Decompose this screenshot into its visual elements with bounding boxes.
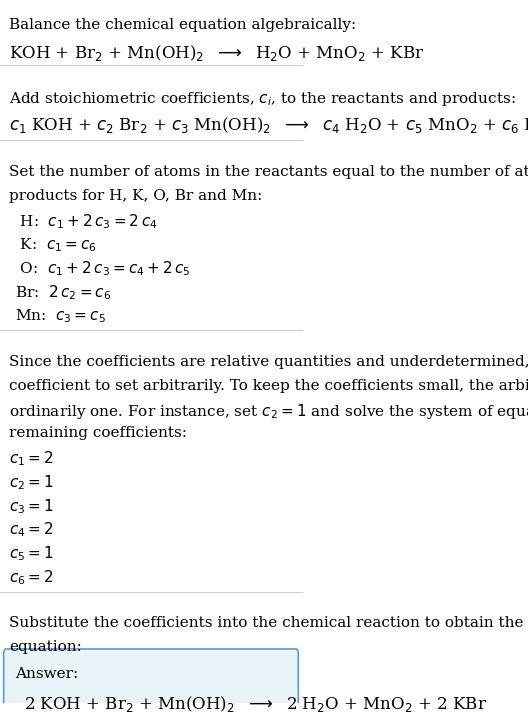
Text: O:  $c_1 + 2\,c_3 = c_4 + 2\,c_5$: O: $c_1 + 2\,c_3 = c_4 + 2\,c_5$ <box>15 260 191 279</box>
Text: Add stoichiometric coefficients, $c_i$, to the reactants and products:: Add stoichiometric coefficients, $c_i$, … <box>9 90 516 107</box>
Text: $c_5 = 1$: $c_5 = 1$ <box>9 544 54 563</box>
Text: 2 KOH + Br$_2$ + Mn(OH)$_2$  $\longrightarrow$  2 H$_2$O + MnO$_2$ + 2 KBr: 2 KOH + Br$_2$ + Mn(OH)$_2$ $\longrighta… <box>24 694 487 714</box>
Text: KOH + Br$_2$ + Mn(OH)$_2$  $\longrightarrow$  H$_2$O + MnO$_2$ + KBr: KOH + Br$_2$ + Mn(OH)$_2$ $\longrightarr… <box>9 44 425 64</box>
Text: $c_1 = 2$: $c_1 = 2$ <box>9 450 53 468</box>
Text: Br:  $2\,c_2 = c_6$: Br: $2\,c_2 = c_6$ <box>15 284 111 302</box>
Text: Set the number of atoms in the reactants equal to the number of atoms in the: Set the number of atoms in the reactants… <box>9 165 528 179</box>
Text: $c_1$ KOH + $c_2$ Br$_2$ + $c_3$ Mn(OH)$_2$  $\longrightarrow$  $c_4$ H$_2$O + $: $c_1$ KOH + $c_2$ Br$_2$ + $c_3$ Mn(OH)$… <box>9 115 528 135</box>
Text: $c_4 = 2$: $c_4 = 2$ <box>9 521 53 539</box>
Text: coefficient to set arbitrarily. To keep the coefficients small, the arbitrary va: coefficient to set arbitrarily. To keep … <box>9 379 528 393</box>
Text: Answer:: Answer: <box>15 667 78 681</box>
Text: Substitute the coefficients into the chemical reaction to obtain the balanced: Substitute the coefficients into the che… <box>9 616 528 630</box>
Text: Balance the chemical equation algebraically:: Balance the chemical equation algebraica… <box>9 18 356 32</box>
Text: $c_3 = 1$: $c_3 = 1$ <box>9 497 54 516</box>
Text: K:  $c_1 = c_6$: K: $c_1 = c_6$ <box>15 236 97 253</box>
Text: ordinarily one. For instance, set $c_2 = 1$ and solve the system of equations fo: ordinarily one. For instance, set $c_2 =… <box>9 402 528 422</box>
Text: Since the coefficients are relative quantities and underdetermined, choose a: Since the coefficients are relative quan… <box>9 355 528 369</box>
Text: Mn:  $c_3 = c_5$: Mn: $c_3 = c_5$ <box>15 307 106 324</box>
FancyBboxPatch shape <box>4 649 298 716</box>
Text: $c_6 = 2$: $c_6 = 2$ <box>9 568 53 586</box>
Text: products for H, K, O, Br and Mn:: products for H, K, O, Br and Mn: <box>9 188 262 203</box>
Text: equation:: equation: <box>9 640 82 654</box>
Text: H:  $c_1 + 2\,c_3 = 2\,c_4$: H: $c_1 + 2\,c_3 = 2\,c_4$ <box>15 212 158 231</box>
Text: $c_2 = 1$: $c_2 = 1$ <box>9 473 54 492</box>
Text: remaining coefficients:: remaining coefficients: <box>9 426 187 440</box>
